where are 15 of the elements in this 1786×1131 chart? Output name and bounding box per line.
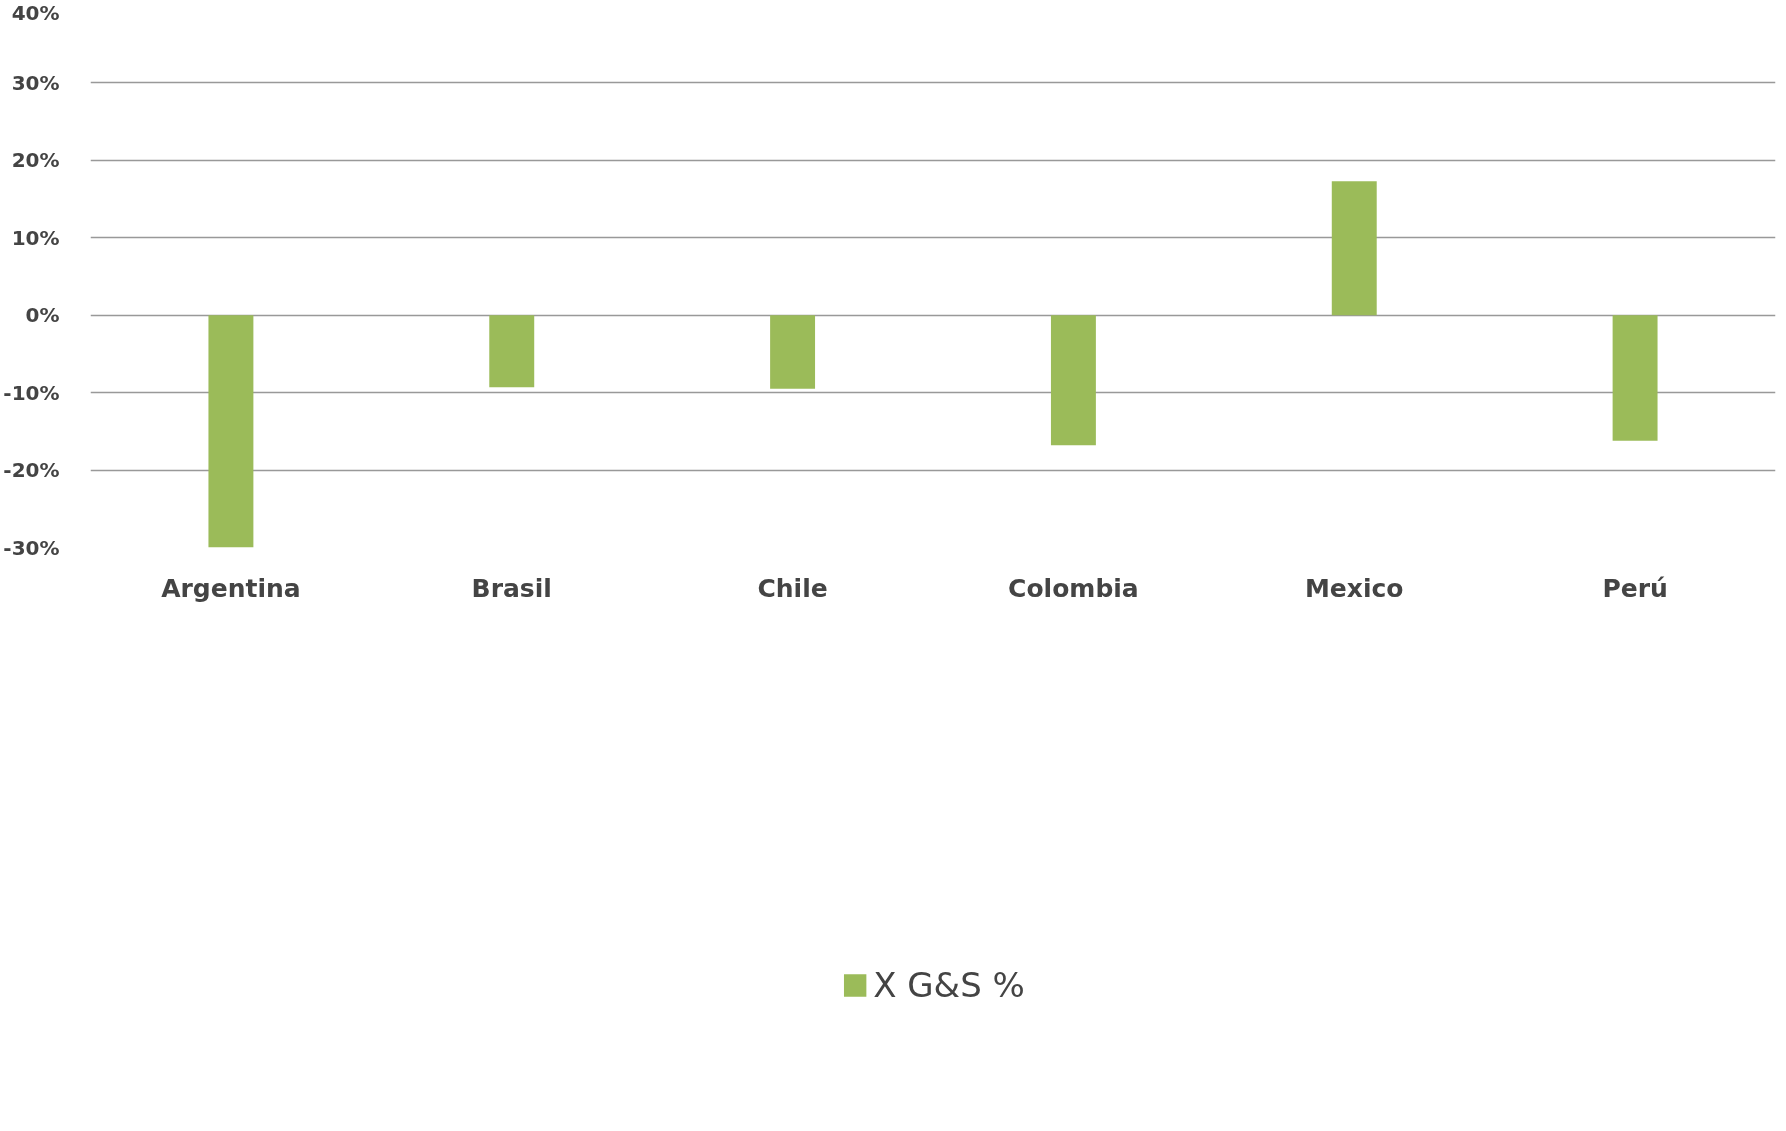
x-tick-label: Mexico: [1304, 573, 1404, 603]
x-tick-label: Colombia: [1008, 573, 1139, 603]
y-tick-label: -10%: [3, 380, 60, 405]
x-tick-label: Chile: [757, 573, 828, 603]
legend-label: X G&S %: [873, 965, 1025, 1005]
y-tick-label: 30%: [11, 70, 60, 95]
x-tick-label: Perú: [1602, 573, 1668, 603]
x-tick-label: Brasil: [471, 573, 552, 603]
y-tick-label: 0%: [25, 303, 60, 328]
y-tick-label: -30%: [3, 535, 60, 560]
y-tick-label: 40%: [11, 0, 60, 25]
y-tick-label: 20%: [11, 148, 60, 173]
y-tick-label: 10%: [11, 225, 60, 250]
y-tick-label: -20%: [3, 458, 60, 483]
x-tick-label: Argentina: [161, 573, 301, 603]
